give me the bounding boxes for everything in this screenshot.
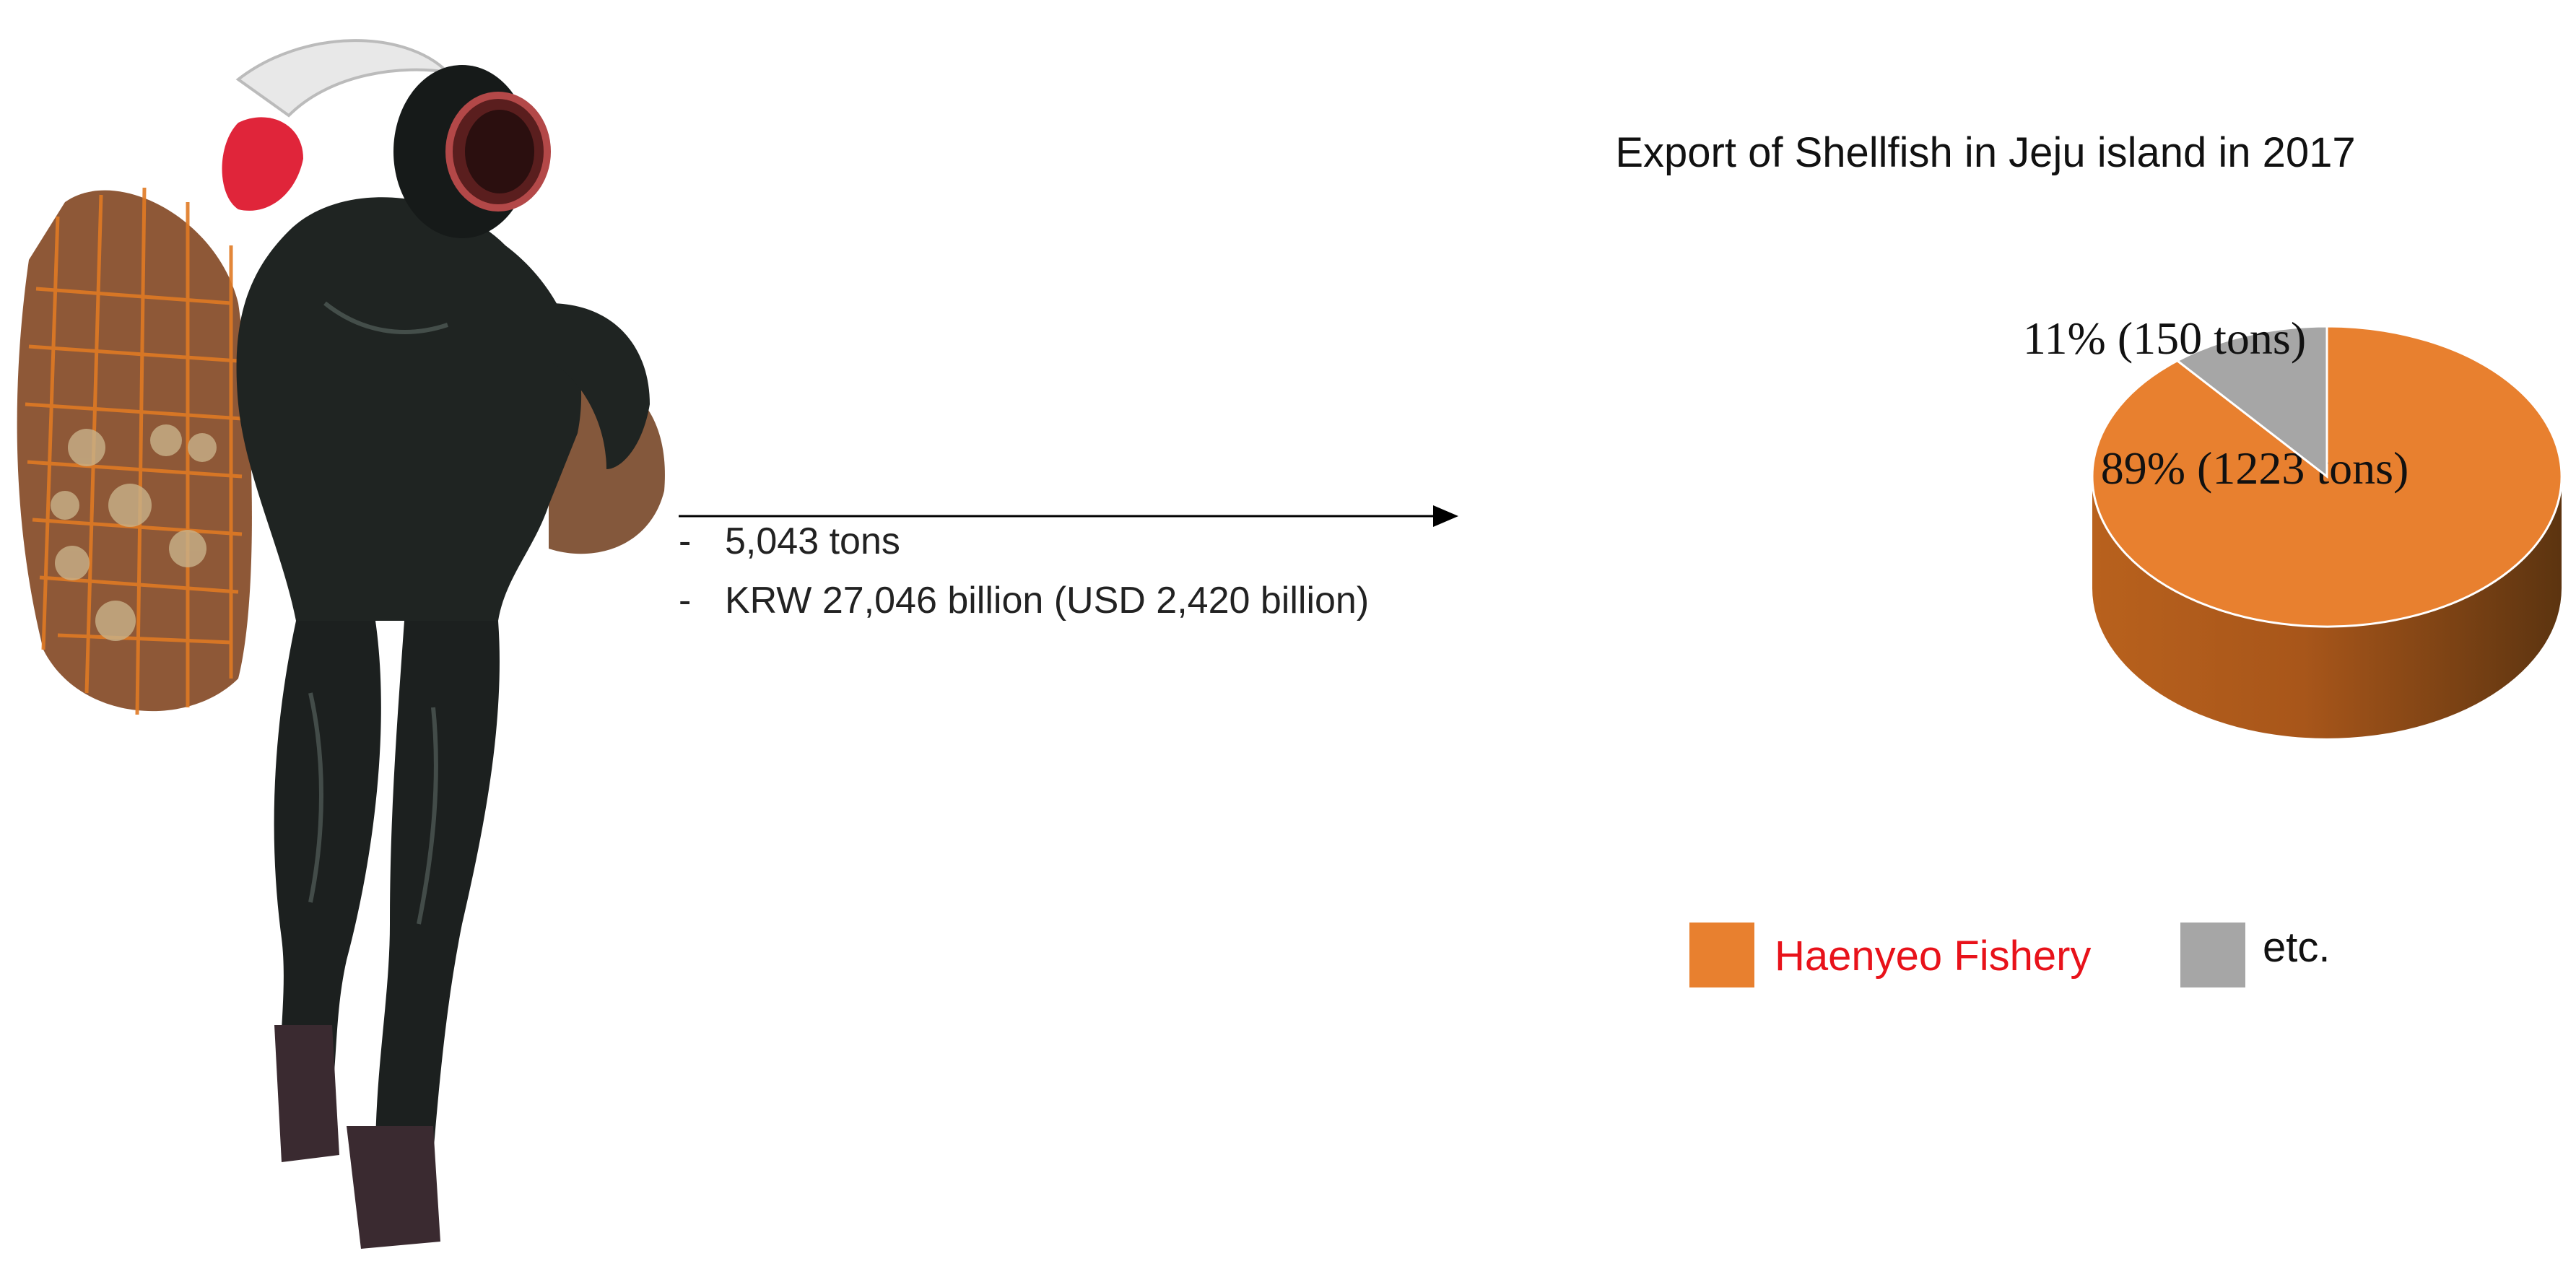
chart-legend: Haenyeo Fishery etc.	[1689, 917, 2411, 1003]
net-bag	[17, 190, 252, 712]
summary-tonnage: -5,043 tons	[679, 520, 900, 563]
pointer-arrow	[679, 505, 1458, 527]
bullet-dash: -	[679, 580, 692, 622]
shellfish-cluster	[51, 424, 217, 641]
pie-slice-etc	[2175, 325, 2328, 479]
pie-label-haenyeo: 89% (1223 tons)	[2101, 442, 2409, 494]
right-shoe	[347, 1126, 440, 1249]
legend-swatch-etc	[2180, 923, 2245, 987]
haenyeo-diver-image	[17, 39, 665, 1249]
dive-mask-glass	[465, 110, 534, 193]
chart-title: Export of Shellfish in Jeju island in 20…	[1615, 129, 2356, 176]
left-leg	[274, 621, 381, 1126]
legend-label-etc: etc.	[2263, 924, 2331, 971]
export-summary: -5,043 tons - KRW 27,046 billion (USD 2,4…	[679, 520, 1487, 642]
legend-swatch-haenyeo	[1689, 923, 1754, 987]
summary-value: - KRW 27,046 billion (USD 2,420 billion)	[679, 579, 1369, 622]
left-shoe	[274, 1025, 339, 1162]
wetsuit-highlights	[308, 301, 448, 925]
summary-tonnage-text: 5,043 tons	[725, 520, 900, 562]
pie-slices: 89% (1223 tons) 11% (150 tons)	[2023, 313, 2563, 738]
right-arm	[549, 303, 650, 469]
red-glove	[222, 117, 303, 211]
wetsuit-torso	[236, 197, 582, 622]
bullet-dash: -	[679, 520, 692, 562]
right-leg	[375, 621, 500, 1155]
arrow-head	[1433, 505, 1458, 527]
pie-side-wall	[2092, 476, 2562, 738]
pie-chart: 89% (1223 tons) 11% (150 tons)	[2023, 313, 2563, 738]
summary-value-text: KRW 27,046 billion (USD 2,420 billion)	[725, 580, 1370, 622]
legend-label-haenyeo: Haenyeo Fishery	[1775, 933, 2092, 980]
pie-label-etc: 11% (150 tons)	[2023, 313, 2306, 364]
